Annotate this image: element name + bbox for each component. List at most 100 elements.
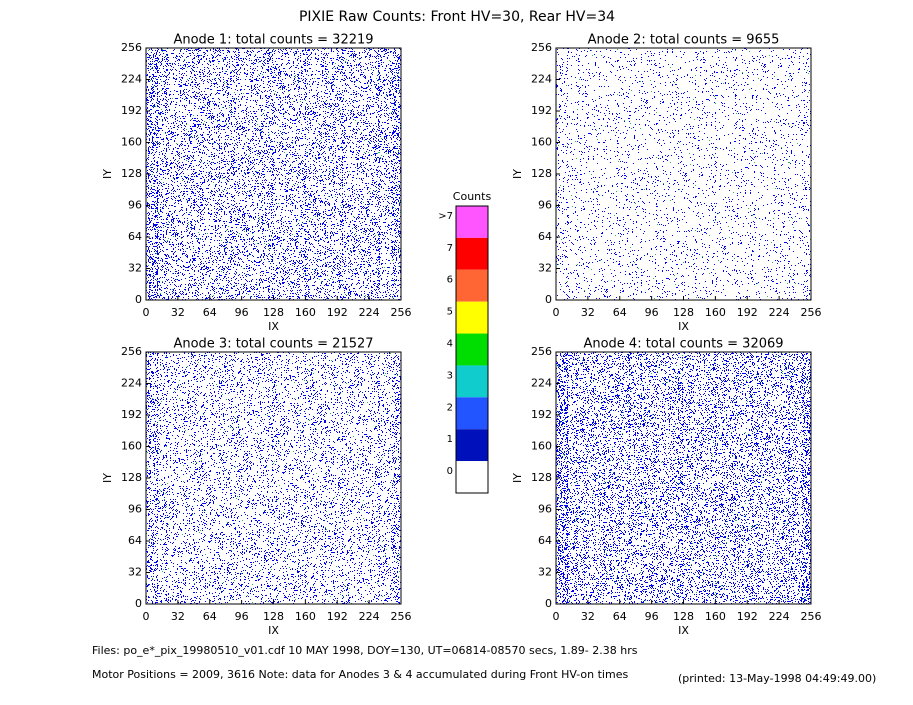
- x-tick-label: 0: [553, 306, 560, 319]
- y-tick-label: 256: [121, 41, 142, 54]
- panel-title: Anode 1: total counts = 32219: [173, 33, 373, 48]
- y-tick-label: 32: [538, 262, 552, 275]
- y-tick-label: 32: [128, 566, 142, 579]
- y-tick-label: 160: [531, 440, 552, 453]
- y-axis-label: IY: [511, 169, 524, 179]
- y-tick-label: 160: [121, 136, 142, 149]
- colorbar-frame: [455, 205, 489, 494]
- x-tick-label: 224: [359, 610, 380, 623]
- count-texture: [146, 48, 401, 300]
- colorbar-swatch: [456, 397, 488, 430]
- x-tick-label: 128: [263, 610, 284, 623]
- x-tick-label: 160: [295, 610, 316, 623]
- colorbar-swatch: [456, 429, 488, 462]
- colorbar-label: 7: [447, 243, 453, 254]
- figure-title: PIXIE Raw Counts: Front HV=30, Rear HV=3…: [299, 9, 615, 25]
- y-axis-label: IY: [101, 169, 114, 179]
- y-axis-label: IY: [101, 473, 114, 483]
- x-tick-label: 64: [613, 610, 627, 623]
- panel-title: Anode 2: total counts = 9655: [588, 33, 780, 48]
- colorbar-swatch: [456, 269, 488, 302]
- count-texture: [146, 352, 401, 604]
- y-tick-label: 256: [531, 41, 552, 54]
- x-tick-label: 64: [203, 306, 217, 319]
- y-tick-label: 32: [538, 566, 552, 579]
- x-tick-label: 256: [391, 610, 412, 623]
- x-tick-label: 128: [673, 610, 694, 623]
- x-tick-label: 256: [801, 306, 822, 319]
- x-axis-label: IX: [678, 624, 689, 637]
- colorbar-swatch: [456, 301, 488, 334]
- x-tick-label: 0: [553, 610, 560, 623]
- y-tick-label: 160: [121, 440, 142, 453]
- x-tick-label: 224: [769, 306, 790, 319]
- y-tick-label: 128: [121, 167, 142, 180]
- x-tick-label: 64: [613, 306, 627, 319]
- y-tick-label: 0: [135, 597, 142, 610]
- colorbar-swatch: [456, 461, 488, 493]
- y-tick-label: 64: [128, 230, 142, 243]
- y-tick-label: 0: [135, 293, 142, 306]
- x-tick-label: 256: [391, 306, 412, 319]
- colorbar-label: 4: [447, 339, 453, 350]
- y-tick-label: 128: [531, 471, 552, 484]
- y-tick-label: 96: [538, 503, 552, 516]
- colorbar-swatch: [456, 237, 488, 270]
- y-tick-label: 224: [531, 73, 552, 86]
- y-tick-label: 0: [545, 597, 552, 610]
- footer-motor: Motor Positions = 2009, 3616 Note: data …: [92, 668, 628, 681]
- x-tick-label: 32: [171, 610, 185, 623]
- x-tick-label: 192: [327, 306, 348, 319]
- x-tick-label: 128: [673, 306, 694, 319]
- x-tick-label: 0: [143, 306, 150, 319]
- x-tick-label: 160: [705, 306, 726, 319]
- y-tick-label: 256: [531, 345, 552, 358]
- y-tick-label: 32: [128, 262, 142, 275]
- x-axis-label: IX: [268, 624, 279, 637]
- colorbar-label: 1: [447, 434, 453, 445]
- y-tick-label: 96: [128, 503, 142, 516]
- x-tick-label: 160: [295, 306, 316, 319]
- y-tick-label: 128: [531, 167, 552, 180]
- footer-files: Files: po_e*_pix_19980510_v01.cdf 10 MAY…: [92, 644, 638, 657]
- x-tick-label: 32: [581, 306, 595, 319]
- x-tick-label: 192: [327, 610, 348, 623]
- y-tick-label: 0: [545, 293, 552, 306]
- x-tick-label: 96: [645, 306, 659, 319]
- x-tick-label: 32: [171, 306, 185, 319]
- x-tick-label: 96: [645, 610, 659, 623]
- colorbar-label: >7: [438, 211, 453, 222]
- colorbar-label: 3: [447, 370, 453, 381]
- y-tick-label: 224: [121, 377, 142, 390]
- y-tick-label: 128: [121, 471, 142, 484]
- x-tick-label: 96: [235, 610, 249, 623]
- colorbar-label: 2: [447, 402, 453, 413]
- y-tick-label: 192: [121, 408, 142, 421]
- y-tick-label: 64: [538, 230, 552, 243]
- y-tick-label: 192: [531, 408, 552, 421]
- x-tick-label: 224: [769, 610, 790, 623]
- y-tick-label: 64: [128, 534, 142, 547]
- colorbar-label: 6: [447, 275, 453, 286]
- count-texture: [556, 352, 811, 604]
- colorbar-label: 5: [447, 307, 453, 318]
- y-axis-label: IY: [511, 473, 524, 483]
- y-tick-label: 224: [531, 377, 552, 390]
- y-tick-label: 192: [531, 104, 552, 117]
- x-tick-label: 192: [737, 610, 758, 623]
- colorbar-swatch: [456, 365, 488, 398]
- colorbar-label: 0: [447, 466, 453, 477]
- x-tick-label: 96: [235, 306, 249, 319]
- x-tick-label: 128: [263, 306, 284, 319]
- colorbar-swatch: [456, 333, 488, 366]
- panel-title: Anode 3: total counts = 21527: [173, 337, 373, 352]
- colorbar-title: Counts: [453, 190, 492, 203]
- x-tick-label: 64: [203, 610, 217, 623]
- y-tick-label: 192: [121, 104, 142, 117]
- x-tick-label: 160: [705, 610, 726, 623]
- x-tick-label: 0: [143, 610, 150, 623]
- count-texture: [556, 352, 811, 604]
- x-axis-label: IX: [678, 320, 689, 333]
